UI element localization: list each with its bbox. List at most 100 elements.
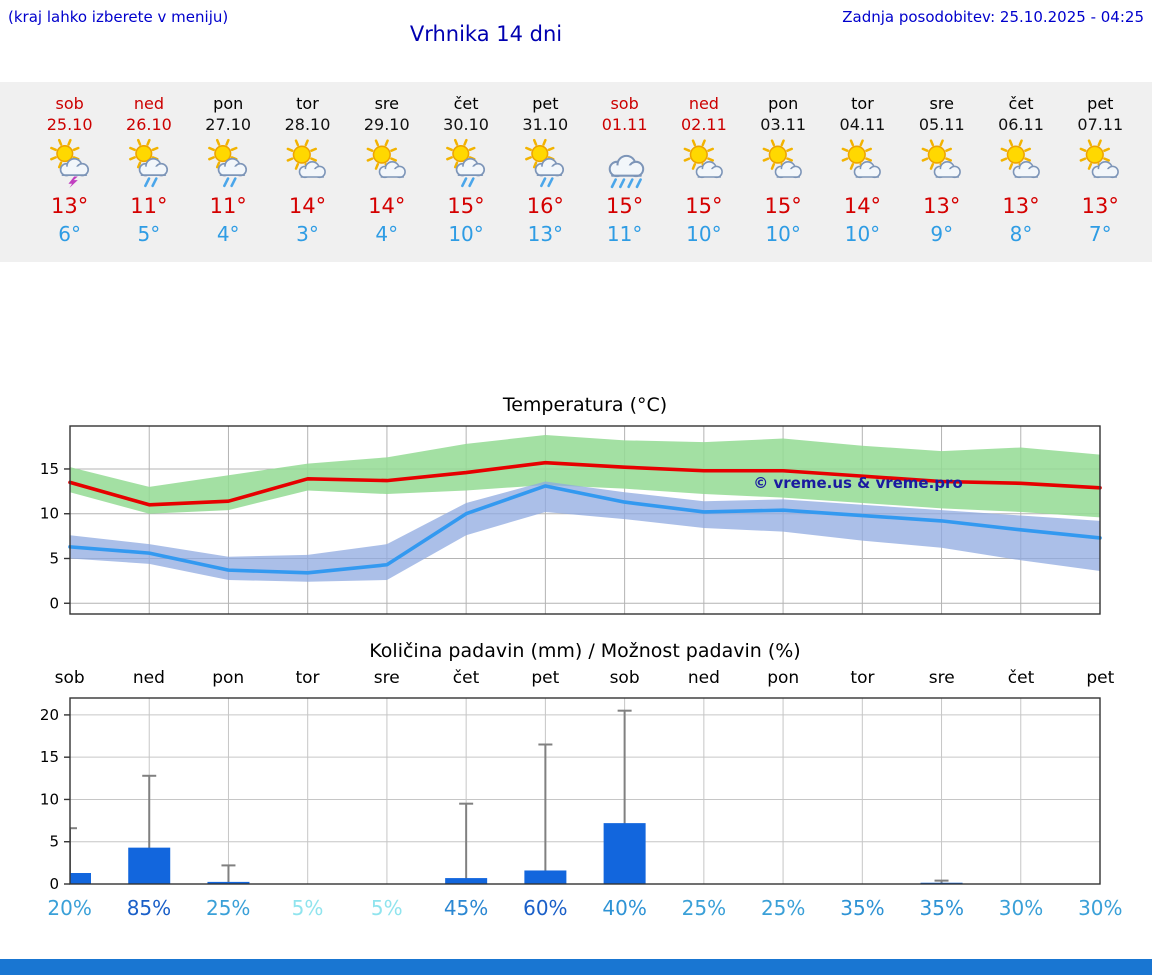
partly-weather-icon [1000,139,1040,179]
day-name: sob [55,94,84,113]
day-temp-min: 10° [686,222,722,246]
precip-probability: 25% [681,896,727,920]
svg-text:15: 15 [40,460,59,478]
precip-day-label: sre [928,668,955,688]
precip-probability: 35% [919,896,964,920]
sunrain-weather-icon [129,138,168,188]
day-date: 27.10 [205,115,252,134]
temperature-max-line [68,460,1102,507]
precip-day-label: sob [54,668,85,688]
day-temp-min: 10° [765,222,801,246]
partly-weather-icon [762,139,803,179]
footer-bar [0,959,1152,975]
precip-day-label: čet [1007,668,1035,688]
precip-chart: 0 5 10 15 20 [40,697,1101,892]
day-column[interactable]: pon 27.10 11° 4° [189,94,268,248]
precip-day-label: pet [1086,668,1115,688]
day-temp-min: 3° [296,222,319,246]
partly-weather-icon [683,139,723,179]
precip-probability: 85% [126,896,172,920]
day-name: čet [453,94,479,113]
day-column[interactable]: ned 26.10 11° 5° [109,94,188,248]
day-name: tor [851,94,874,113]
watermark-text: © vreme.us & vreme.pro [753,474,963,492]
svg-text:15: 15 [40,748,59,766]
day-temp-min: 5° [137,222,161,246]
svg-text:0: 0 [49,594,59,612]
day-column[interactable]: sob 25.10 13° 6° [30,94,109,248]
day-name: pon [213,94,244,113]
day-column[interactable]: pet 31.10 16° 13° [506,94,585,248]
day-temp-max: 11° [209,194,247,218]
precip-probability: 25% [205,896,251,920]
day-name: sre [374,94,399,113]
precip-bar [128,847,171,884]
precip-probability: 60% [523,896,568,920]
day-name: sob [610,94,639,113]
day-name: pet [1087,94,1114,113]
day-column[interactable]: čet 06.11 13° 8° [981,94,1060,248]
day-temp-max: 14° [843,194,882,218]
partly-weather-icon [1079,139,1120,179]
day-column[interactable]: sre 29.10 14° 4° [347,94,426,248]
temperature-chart: 0 5 10 15 © vreme.us & vreme.pro [40,425,1102,615]
precip-bar [524,870,567,884]
day-column[interactable]: pon 03.11 15° 10° [744,94,823,248]
day-temp-min: 13° [527,222,564,246]
precip-day-label: pet [531,668,560,688]
location-hint: (kraj lahko izberete v meniju) [8,8,229,26]
forecast-strip-days: sob 25.10 13° 6° ned 26.10 11° 5° pon 27.10 11° 4° t… [30,94,1140,248]
day-column[interactable]: tor 04.11 14° 10° [823,94,902,248]
temperature-min-line [68,484,1102,575]
partly-weather-icon [287,139,327,179]
day-temp-min: 8° [1009,222,1033,246]
day-column[interactable]: čet 30.10 15° 10° [426,94,505,248]
day-column[interactable]: ned 02.11 15° 10° [664,94,743,248]
day-name: pet [532,94,559,113]
partly-weather-icon [366,139,406,179]
sunrain-weather-icon [525,138,565,188]
precip-bar [603,823,646,884]
page-header: (kraj lahko izberete v meniju) Vrhnika 1… [0,0,1152,52]
svg-text:10: 10 [40,790,59,808]
day-temp-min: 9° [930,222,954,246]
day-date: 04.11 [839,115,886,134]
day-column[interactable]: sre 05.11 13° 9° [902,94,981,248]
precip-day-label: ned [687,668,720,688]
day-date: 01.11 [601,115,648,134]
temperature-chart-title: Temperatura (°C) [502,394,668,416]
precip-bar [445,878,488,884]
day-temp-min: 11° [606,222,643,246]
day-column[interactable]: sob 01.11 15° 11° [585,94,664,248]
precip-probability: 30% [998,896,1044,920]
page-title: Vrhnika 14 dni [409,22,563,46]
day-temp-max: 15° [764,194,802,218]
precip-day-label: pon [212,668,245,688]
precip-probability: 40% [602,896,647,920]
precip-chart-title: Količina padavin (mm) / Možnost padavin … [369,640,801,662]
day-temp-max: 13° [923,194,961,218]
day-temp-max: 14° [368,194,406,218]
day-column[interactable]: pet 07.11 13° 7° [1061,94,1140,248]
precip-probability: 30% [1078,896,1123,920]
precip-day-label: tor [850,668,875,688]
forecast-strip: sob 25.10 13° 6° ned 26.10 11° 5° pon 27.10 11° 4° t… [0,82,1152,262]
day-date: 30.10 [443,115,489,134]
precip-probability: 45% [443,896,489,920]
day-temp-min: 6° [58,222,81,246]
day-temp-max: 15° [605,194,644,218]
day-temp-max: 15° [685,194,723,218]
day-column[interactable]: tor 28.10 14° 3° [268,94,347,248]
day-name: tor [296,94,319,113]
svg-text:10: 10 [40,505,59,523]
precip-day-label: sre [373,668,400,688]
svg-text:5: 5 [49,833,59,851]
day-temp-max: 15° [447,194,485,218]
svg-text:0: 0 [49,875,59,892]
day-name: ned [688,94,719,113]
day-name: sre [929,94,954,113]
day-date: 28.10 [284,115,331,134]
sunrain-weather-icon [446,138,486,188]
precip-probability: 25% [760,896,806,920]
day-temp-max: 13° [1081,194,1119,218]
